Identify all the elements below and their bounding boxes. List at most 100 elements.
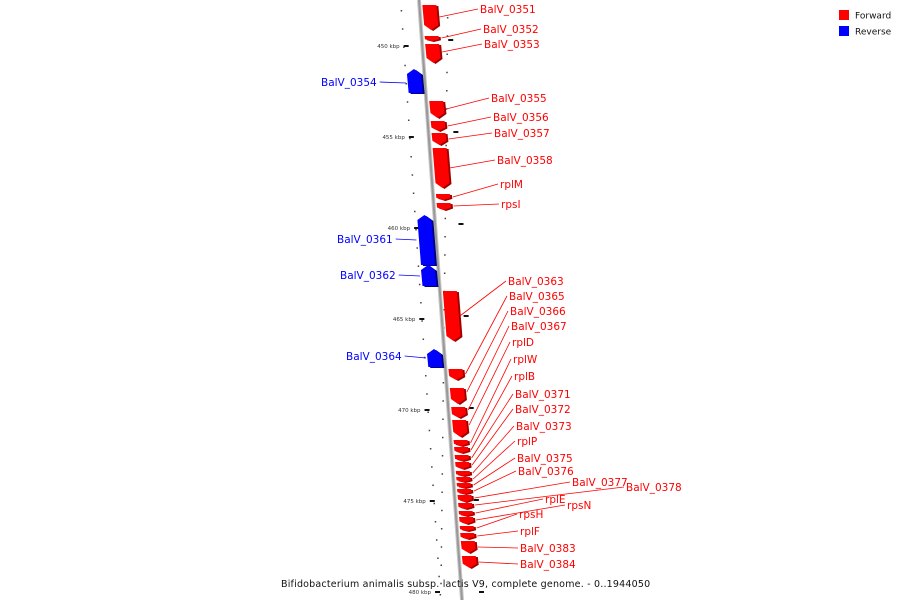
- minor-tick-left: [429, 448, 432, 450]
- gene-label[interactable]: BalV_0351: [480, 4, 536, 16]
- minor-tick-left: [410, 156, 412, 158]
- minor-tick-left: [404, 64, 406, 67]
- gene-label[interactable]: rplD: [512, 337, 534, 349]
- scale-label: 455 kbp: [382, 135, 405, 141]
- gene-arrow[interactable]: [454, 455, 470, 461]
- gene-arrow[interactable]: [420, 265, 437, 286]
- minor-tick-left: [411, 174, 414, 176]
- gene-label[interactable]: BalV_0355: [491, 93, 547, 105]
- gene-label[interactable]: BalV_0377: [572, 477, 628, 489]
- gene-arrow[interactable]: [422, 5, 439, 30]
- gene-arrow[interactable]: [451, 407, 466, 418]
- gene-label[interactable]: rplW: [513, 354, 538, 366]
- minor-tick-left: [406, 101, 409, 103]
- gene-arrow[interactable]: [454, 447, 469, 453]
- leader-line: [470, 375, 513, 451]
- gene-arrow[interactable]: [459, 517, 474, 524]
- gene-arrow[interactable]: [455, 471, 471, 476]
- gene-arrow[interactable]: [460, 533, 475, 539]
- gene-label[interactable]: rplE: [545, 494, 566, 506]
- gene-label[interactable]: BalV_0375: [517, 453, 573, 465]
- minor-tick-right: [441, 491, 443, 493]
- gene-label[interactable]: BalV_0358: [497, 155, 553, 167]
- gene-arrow[interactable]: [460, 541, 476, 553]
- gene-arrow[interactable]: [461, 556, 477, 568]
- gene-arrow[interactable]: [406, 69, 423, 93]
- gene-labels[interactable]: BalV_0351 BalV_0352 BalV_0353 BalV_0354 BalV…: [321, 4, 682, 571]
- gene-arrow[interactable]: [449, 388, 465, 404]
- gene-label[interactable]: BalV_0383: [520, 543, 576, 555]
- gene-arrow[interactable]: [457, 489, 472, 494]
- gene-arrow[interactable]: [431, 133, 447, 145]
- gene-label[interactable]: BalV_0356: [493, 112, 549, 124]
- gene-label[interactable]: BalV_0366: [510, 306, 566, 318]
- gene-arrow[interactable]: [456, 477, 471, 482]
- leader-line: [477, 546, 519, 549]
- gene-arrow[interactable]: [459, 526, 475, 531]
- leader-line: [475, 498, 544, 514]
- gene-label[interactable]: rpsH: [519, 509, 543, 521]
- gene-arrow[interactable]: [456, 483, 471, 488]
- gene-label[interactable]: BalV_0364: [346, 351, 402, 363]
- major-tick-left: [429, 500, 435, 502]
- gene-label[interactable]: BalV_0362: [340, 270, 396, 282]
- gene-label[interactable]: BalV_0367: [511, 321, 567, 333]
- gene-arrow[interactable]: [432, 148, 450, 188]
- gene-label[interactable]: BalV_0372: [515, 404, 571, 416]
- gene-label[interactable]: BalV_0376: [518, 466, 574, 478]
- scale-label: 480 kbp: [409, 590, 432, 596]
- minor-tick-right: [441, 455, 444, 457]
- gene-label[interactable]: rpsI: [501, 199, 521, 211]
- gene-arrow[interactable]: [424, 36, 439, 41]
- gene-label[interactable]: BalV_0353: [484, 39, 540, 51]
- gene-arrow[interactable]: [458, 511, 473, 516]
- gene-arrow[interactable]: [448, 369, 464, 380]
- leader-line: [472, 425, 515, 474]
- gene-arrow[interactable]: [455, 462, 470, 469]
- leader-line: [475, 504, 566, 521]
- gene-arrow[interactable]: [417, 215, 435, 265]
- gene-label[interactable]: rplB: [514, 371, 535, 383]
- gene-arrow[interactable]: [453, 440, 468, 446]
- gene-arrow[interactable]: [436, 203, 452, 210]
- gene-arrow[interactable]: [452, 420, 468, 437]
- gene-arrow[interactable]: [435, 194, 451, 200]
- gene-label[interactable]: BalV_0361: [337, 234, 393, 246]
- minor-tick-left: [435, 539, 438, 541]
- minor-tick-left: [418, 283, 421, 286]
- major-tick-right: [458, 223, 464, 225]
- gene-arrow[interactable]: [458, 503, 473, 509]
- scale-label: 475 kbp: [403, 499, 426, 505]
- gene-label[interactable]: BalV_0365: [509, 291, 565, 303]
- gene-label[interactable]: BalV_0384: [520, 559, 576, 571]
- minor-tick-right: [442, 382, 445, 384]
- minor-tick-left: [421, 320, 423, 322]
- gene-label[interactable]: BalV_0378: [626, 482, 682, 494]
- gene-label[interactable]: rplP: [517, 436, 537, 448]
- gene-label[interactable]: BalV_0352: [483, 24, 539, 36]
- gene-label[interactable]: BalV_0371: [515, 389, 571, 401]
- gene-arrow[interactable]: [457, 495, 472, 502]
- gene-label[interactable]: BalV_0363: [508, 276, 564, 288]
- gene-arrow[interactable]: [427, 349, 443, 367]
- major-tick-right: [448, 39, 454, 41]
- gene-label[interactable]: rplM: [500, 179, 523, 191]
- gene-label[interactable]: BalV_0357: [494, 128, 550, 140]
- legend-label-reverse: Reverse: [855, 28, 892, 38]
- minor-tick-right: [446, 71, 448, 74]
- gene-label[interactable]: BalV_0354: [321, 77, 377, 89]
- gene-arrow[interactable]: [429, 101, 445, 118]
- gene-arrow[interactable]: [425, 44, 441, 63]
- leader-line: [477, 530, 519, 537]
- gene-label[interactable]: BalV_0373: [516, 421, 572, 433]
- gene-label[interactable]: rpsN: [567, 500, 591, 512]
- major-tick-left: [414, 227, 420, 229]
- leader-line: [447, 116, 492, 127]
- gene-label[interactable]: rplF: [520, 526, 540, 538]
- gene-arrow[interactable]: [442, 291, 461, 341]
- gene-arrow[interactable]: [430, 121, 446, 131]
- minor-tick-left: [415, 229, 417, 231]
- minor-tick-right: [443, 309, 445, 311]
- minor-tick-left: [416, 247, 418, 249]
